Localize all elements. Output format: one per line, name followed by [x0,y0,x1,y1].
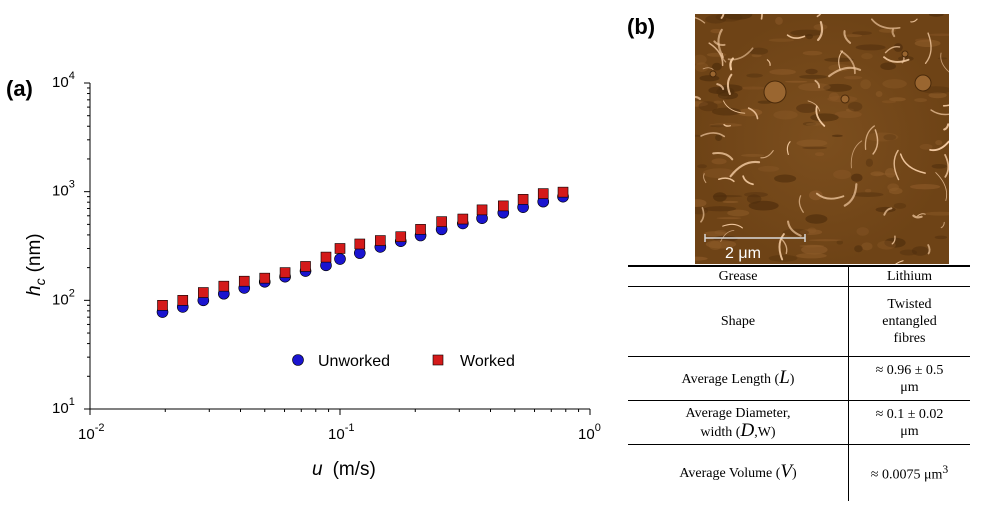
legend-label-worked: Worked [460,353,515,370]
data-point [177,295,189,306]
table-row: Average Diameter, width (D,W) ≈ 0.1 ± 0.… [628,400,970,445]
data-point [259,272,271,284]
chart-axis-labels: u (m/s) hc(nm) [24,233,376,480]
data-point [300,261,311,272]
data-point [415,224,426,235]
data-point [354,238,366,250]
data-point [498,200,509,212]
legend-marker-worked [432,354,444,366]
y-axis-label: hc(nm) [24,233,48,296]
data-point [537,188,549,199]
data-point [457,213,469,225]
row-label-grease: Grease [628,265,849,287]
table-row: Grease Lithium [628,265,970,287]
data-point [436,216,447,227]
data-point [320,251,332,263]
data-point [279,267,291,278]
table-row: Average Volume (V) ≈ 0.0075 μm3 [628,444,970,501]
legend-label-unworked: Unworked [318,353,390,370]
row-value-diameter: ≈ 0.1 ± 0.02 μm [848,400,970,445]
panel-b-label: (b) [627,14,656,39]
afm-image: 2 μm [695,14,949,264]
data-point [395,231,407,243]
data-point [517,194,529,205]
row-value-volume: ≈ 0.0075 μm3 [848,444,970,501]
symbol-D: D [740,419,755,441]
x-tick-label: 10-1 [328,422,354,443]
row-value-grease: Lithium [848,265,970,287]
x-tick-label: 10-2 [78,422,104,443]
row-label-shape: Shape [628,286,849,357]
data-point [218,280,230,292]
x-axis-label: u (m/s) [312,459,376,480]
data-point [375,235,386,246]
chart-axes: 10-2 10-1 100 101 102 103 104 [52,70,601,443]
data-point [198,287,209,298]
symbol-L: L [779,367,790,388]
row-label-volume: Average Volume (V) [628,444,849,501]
chart-legend: Unworked Worked [292,353,515,370]
legend-marker-unworked [292,354,304,366]
afm-micrograph: 2 μm [695,14,949,264]
y-tick-label: 101 [52,396,75,417]
panel-a-label: (a) [6,76,33,101]
row-value-length: ≈ 0.96 ± 0.5 μm [848,356,970,401]
data-point [157,300,168,311]
symbol-V: V [780,461,793,483]
data-point [238,275,250,287]
chart-a: 10-2 10-1 100 101 102 103 104 Unworked Worked u… [24,70,601,480]
grease-properties-table: Grease Lithium Shape Twisted entangled f… [628,265,970,501]
series-worked [157,186,569,311]
row-label-diameter: Average Diameter, width (D,W) [628,400,849,445]
data-point [334,243,346,254]
y-tick-label: 103 [52,179,75,200]
row-label-length: Average Length (L) [628,356,849,401]
x-tick-label: 100 [578,422,601,443]
table-row: Shape Twisted entangled fibres [628,286,970,357]
chart-marks [156,186,569,318]
data-point [334,253,346,265]
data-point [476,204,488,216]
y-tick-label: 102 [52,287,75,308]
row-value-shape: Twisted entangled fibres [848,286,970,357]
data-point [557,186,569,198]
table-row: Average Length (L) ≈ 0.96 ± 0.5 μm [628,356,970,401]
scale-bar-label: 2 μm [725,245,761,262]
y-tick-label: 104 [52,70,75,91]
